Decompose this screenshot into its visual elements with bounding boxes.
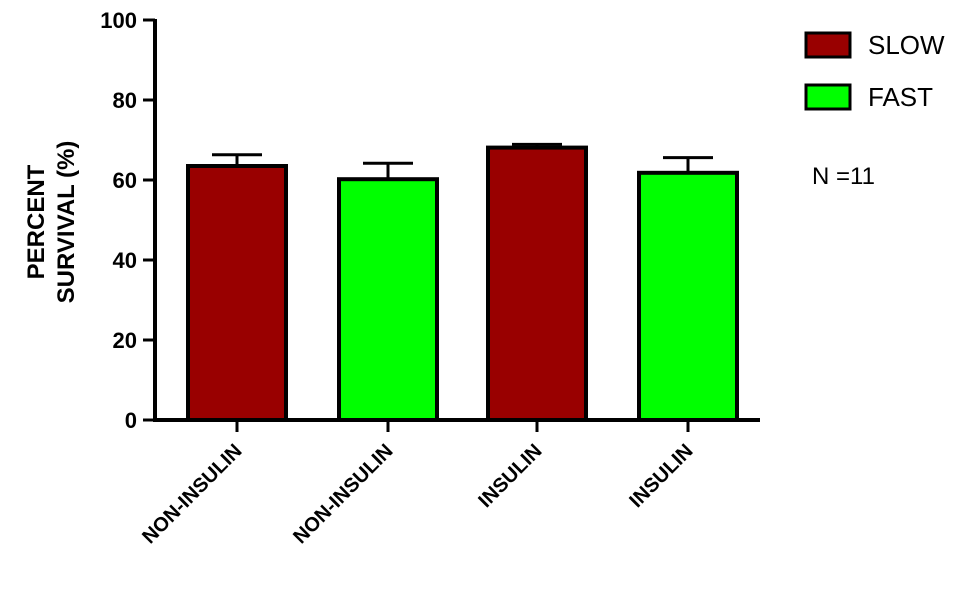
y-tick-label: 0: [125, 408, 137, 433]
y-axis-label: PERCENT SURVIVAL (%): [23, 141, 80, 304]
legend: SLOW FAST: [804, 30, 945, 112]
bars-group: [186, 145, 739, 422]
y-axis-label-line: PERCENT: [23, 164, 50, 279]
y-tick-label: 80: [113, 88, 137, 113]
legend-label-fast: FAST: [868, 82, 933, 112]
y-tick-label: 100: [100, 8, 137, 33]
error-bars-group: [212, 142, 713, 180]
y-ticks-group: 0 20 40 60 80 100: [100, 8, 155, 433]
y-axis-label-line: SURVIVAL (%): [53, 141, 80, 304]
x-tick-label: INSULIN: [474, 440, 546, 512]
bar-slow: [486, 145, 588, 422]
y-tick-label: 40: [113, 248, 137, 273]
bar-slow: [186, 164, 288, 422]
sample-size-annotation: N =11: [812, 163, 875, 190]
x-tick-label: INSULIN: [625, 440, 697, 512]
legend-label-slow: SLOW: [868, 30, 945, 60]
y-tick-label: 20: [113, 328, 137, 353]
legend-swatch-fast: [804, 83, 852, 111]
x-ticks-group: NON-INSULIN NON-INSULIN INSULIN INSULIN: [138, 420, 698, 548]
x-tick-label: NON-INSULIN: [138, 440, 246, 548]
bar-fast: [337, 177, 439, 422]
legend-swatch-slow: [804, 31, 852, 59]
bar-fast: [637, 170, 739, 422]
x-tick-label: NON-INSULIN: [289, 440, 397, 548]
y-tick-label: 60: [113, 168, 137, 193]
